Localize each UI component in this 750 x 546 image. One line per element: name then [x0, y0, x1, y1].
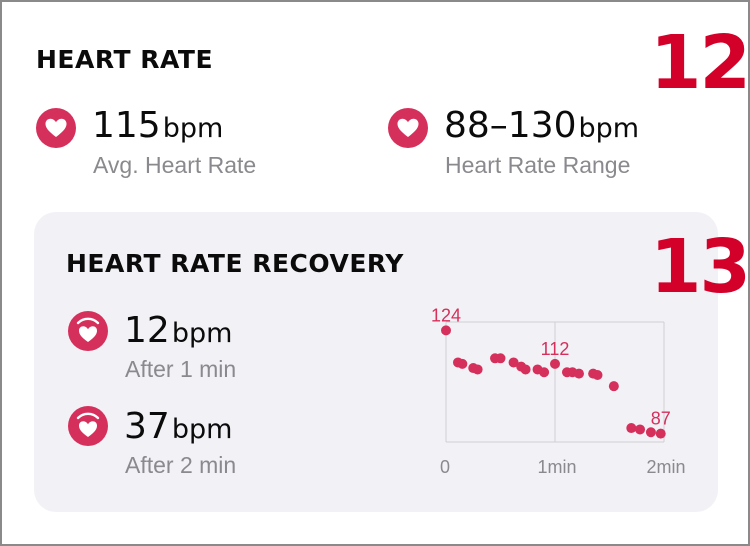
- heart-rate-title: HEART RATE: [36, 45, 214, 74]
- heart-rate-range-unit: bpm: [578, 113, 640, 144]
- recovery-2min-label: After 2 min: [125, 452, 237, 478]
- heart-rate-range-number: 88–130: [444, 105, 577, 146]
- recovery-1min-unit: bpm: [171, 318, 233, 349]
- avg-heart-rate-unit: bpm: [162, 113, 224, 144]
- chart-x-tick-label: 0: [440, 457, 450, 477]
- heart-recovery-icon: [68, 406, 108, 446]
- chart-point: [626, 423, 637, 434]
- heart-icon: [36, 108, 76, 148]
- chart-point: [655, 428, 666, 439]
- avg-heart-rate-label: Avg. Heart Rate: [93, 152, 257, 178]
- heart-rate-range-label: Heart Rate Range: [445, 152, 631, 178]
- heart-recovery-icon: [68, 311, 108, 351]
- chart-point: [645, 427, 656, 438]
- recovery-1min-number: 12: [124, 310, 170, 351]
- heart-icon: [388, 108, 428, 148]
- chart-point: [508, 357, 519, 368]
- chart-x-tick-label: 1min: [537, 457, 576, 477]
- recovery-2min-unit: bpm: [171, 414, 233, 445]
- chart-point: [441, 325, 451, 336]
- avg-heart-rate-value: 115bpm: [92, 108, 223, 144]
- chart-point: [520, 364, 531, 375]
- recovery-2min-number: 37: [124, 406, 170, 447]
- heart-rate-range-value: 88–130bpm: [444, 108, 639, 144]
- heart-rate-recovery-card: [34, 212, 718, 512]
- chart-point: [550, 358, 560, 369]
- avg-heart-rate-number: 115: [92, 105, 161, 146]
- heart-rate-recovery-title: HEART RATE RECOVERY: [66, 249, 404, 278]
- chart-point: [539, 367, 550, 378]
- chart-point: [472, 364, 483, 375]
- chart-point: [635, 424, 646, 435]
- step-badge-13: 13: [650, 224, 750, 310]
- step-badge-12: 12: [650, 20, 750, 106]
- chart-value-label: 112: [541, 339, 570, 359]
- chart-x-tick-label: 2min: [646, 457, 685, 477]
- recovery-1min-value: 12bpm: [124, 313, 232, 349]
- chart-point: [608, 381, 619, 392]
- recovery-1min-label: After 1 min: [125, 356, 237, 382]
- chart-point: [573, 368, 584, 379]
- chart-value-label: 124: [431, 305, 461, 325]
- recovery-2min-value: 37bpm: [124, 409, 232, 445]
- chart-point: [457, 358, 468, 369]
- chart-point: [495, 353, 506, 364]
- chart-value-label: 87: [651, 409, 671, 429]
- chart-point: [592, 370, 603, 381]
